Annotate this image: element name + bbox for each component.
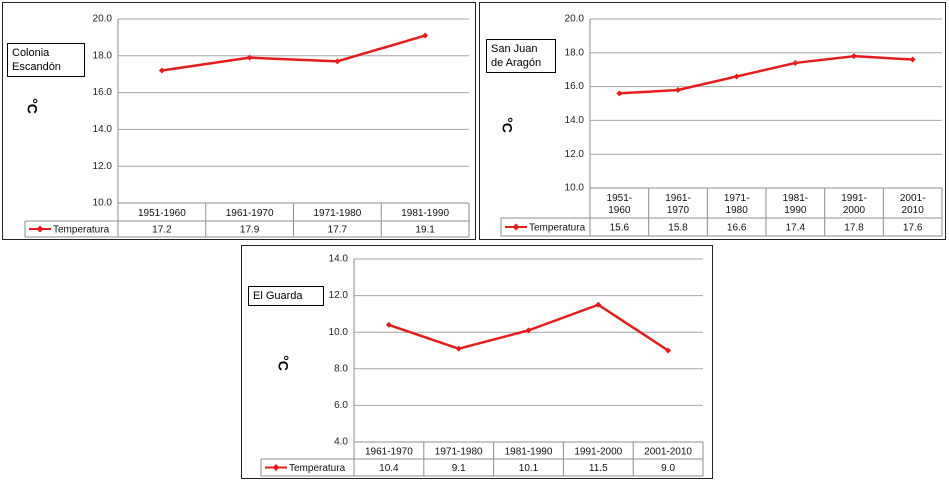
- data-value-label: 17.7: [328, 225, 348, 236]
- category-label: 1981-1990: [783, 193, 809, 216]
- data-value-label: 17.6: [903, 223, 923, 234]
- station-label-line: El Guarda: [253, 290, 303, 302]
- data-point: [158, 67, 165, 74]
- y-tick-label: 16.0: [565, 81, 585, 92]
- category-label: 1971-1980: [313, 208, 361, 219]
- chart-svg: 4.0 6.0 8.0 10.0 12.0 14.0 °C 1961-1970 1971-198…: [260, 254, 704, 477]
- data-value-label: 9.0: [661, 463, 675, 474]
- category-label: 1971-1980: [724, 193, 750, 216]
- y-tick-label: 16.0: [93, 87, 113, 98]
- data-value-label: 9.1: [452, 463, 466, 474]
- unit-label: °C: [24, 98, 40, 114]
- data-value-label: 17.4: [786, 223, 806, 234]
- category-label: 1971-1980: [435, 446, 483, 457]
- y-tick-label: 18.0: [93, 50, 113, 61]
- data-point: [616, 90, 623, 97]
- category-label: 1951-1960: [138, 208, 186, 219]
- y-tick-label: 20.0: [565, 14, 585, 25]
- station-label-line: de Aragón: [491, 57, 542, 69]
- y-tick-label: 12.0: [565, 149, 585, 160]
- y-tick-label: 14.0: [565, 115, 585, 126]
- chart-panel-colonia-escandon: 10.0 12.0 14.0 16.0 18.0 20.0 °C 1951-1960 1961-…: [2, 2, 476, 240]
- category-label: 1961-1970: [365, 446, 413, 457]
- legend-label: Temperatura: [289, 463, 346, 474]
- category-label: 1991-2000: [841, 193, 867, 216]
- data-point: [909, 56, 916, 63]
- data-point: [334, 58, 341, 65]
- data-point: [792, 59, 799, 66]
- y-tick-label: 10.0: [329, 327, 349, 338]
- data-value-label: 17.2: [152, 225, 172, 236]
- station-label: El Guarda: [248, 286, 324, 306]
- y-tick-label: 10.0: [93, 198, 113, 209]
- data-value-label: 11.5: [589, 463, 608, 474]
- legend-label: Temperatura: [529, 223, 586, 234]
- legend-label: Temperatura: [53, 225, 110, 236]
- data-point: [733, 73, 740, 80]
- unit-label: °C: [275, 355, 291, 371]
- data-value-label: 19.1: [415, 225, 435, 236]
- category-label: 1991-2000: [574, 446, 622, 457]
- data-point: [246, 54, 253, 61]
- unit-label: °C: [499, 117, 515, 133]
- series-line-temperatura: [161, 34, 426, 72]
- category-label: 1981-1990: [505, 446, 553, 457]
- legend-marker: [36, 225, 44, 233]
- category-label: 2001-2010: [644, 446, 692, 457]
- y-tick-label: 10.0: [565, 183, 585, 194]
- data-point: [675, 86, 681, 93]
- station-label-line: Colonia: [12, 47, 50, 59]
- y-tick-label: 4.0: [334, 437, 348, 448]
- y-tick-label: 6.0: [334, 400, 348, 411]
- data-value-label: 15.8: [668, 223, 688, 234]
- y-tick-label: 12.0: [329, 290, 349, 301]
- data-point: [385, 321, 392, 328]
- data-point: [525, 327, 532, 334]
- station-label: San Juan de Aragón: [486, 39, 556, 73]
- y-tick-label: 8.0: [334, 363, 348, 374]
- data-value-label: 10.1: [519, 463, 539, 474]
- legend-marker: [512, 223, 520, 231]
- y-tick-label: 12.0: [93, 161, 113, 172]
- station-label: Colonia Escandón: [7, 43, 85, 77]
- data-point: [851, 53, 857, 60]
- category-label: 2001-2010: [900, 193, 926, 216]
- data-value-label: 15.6: [610, 223, 630, 234]
- category-label: 1951-1960: [607, 193, 633, 216]
- category-label: 1961-1970: [226, 208, 274, 219]
- y-tick-label: 14.0: [93, 124, 113, 135]
- chart-svg: 10.0 12.0 14.0 16.0 18.0 20.0 °C 1951-1960 1961-…: [24, 14, 470, 238]
- y-tick-label: 18.0: [565, 47, 585, 58]
- data-point: [595, 301, 602, 308]
- data-value-label: 17.9: [240, 225, 260, 236]
- chart-svg: 10.0 12.0 14.0 16.0 18.0 20.0 °C 1951-1960 1961-…: [499, 14, 943, 237]
- station-label-line: San Juan: [491, 43, 538, 55]
- series-line-temperatura: [619, 54, 913, 95]
- category-label: 1961-1970: [665, 193, 691, 216]
- data-point: [455, 345, 462, 352]
- data-value-label: 10.4: [379, 463, 399, 474]
- data-value-label: 16.6: [727, 223, 747, 234]
- y-tick-label: 20.0: [93, 14, 113, 25]
- station-label-line: Escandón: [12, 61, 61, 73]
- chart-panel-el-guarda: 4.0 6.0 8.0 10.0 12.0 14.0 °C 1961-1970 1971-198…: [241, 245, 713, 479]
- data-value-label: 17.8: [844, 223, 864, 234]
- data-point: [665, 347, 672, 354]
- data-point: [422, 32, 429, 39]
- chart-panel-san-juan-de-aragon: 10.0 12.0 14.0 16.0 18.0 20.0 °C 1951-1960 1961-…: [479, 2, 946, 240]
- y-tick-label: 14.0: [329, 254, 349, 265]
- category-label: 1981-1990: [401, 208, 449, 219]
- legend-marker: [272, 464, 280, 471]
